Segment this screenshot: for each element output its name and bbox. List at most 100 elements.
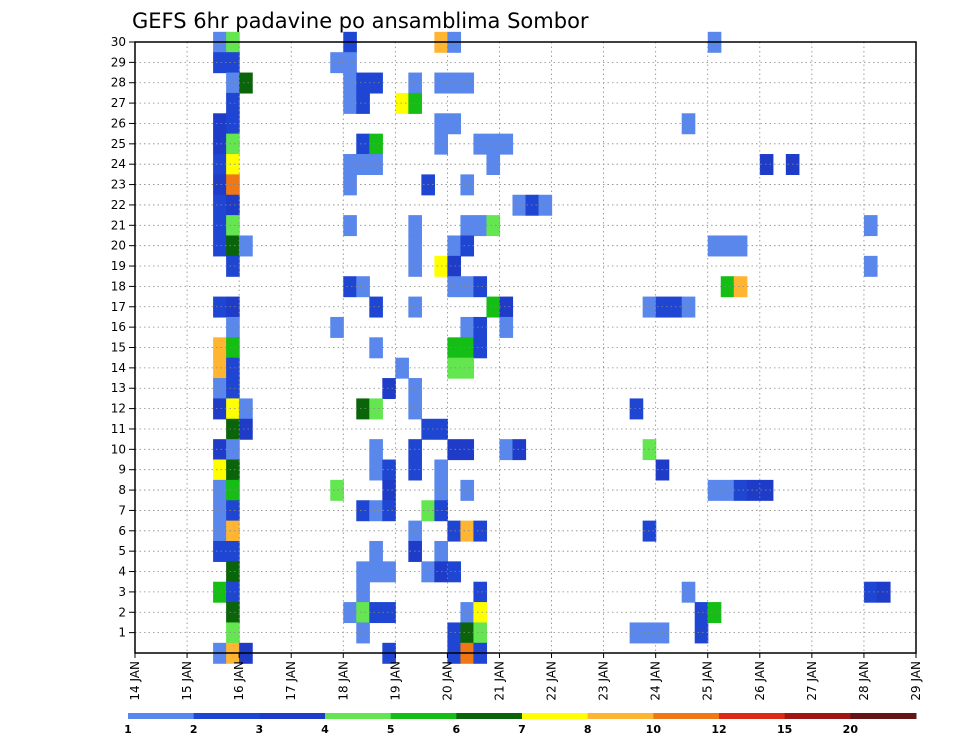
precip-cell bbox=[226, 113, 240, 135]
precip-cell bbox=[239, 418, 253, 440]
precip-cell bbox=[876, 581, 891, 603]
precip-cell bbox=[226, 540, 240, 562]
precip-cell bbox=[460, 174, 475, 196]
precip-cell bbox=[226, 439, 240, 461]
precip-cell bbox=[213, 113, 227, 135]
y-tick-label: 29 bbox=[111, 55, 126, 69]
precip-cell bbox=[213, 52, 227, 74]
y-tick-label: 25 bbox=[111, 137, 126, 151]
grid-layer bbox=[135, 42, 916, 653]
precip-cell bbox=[213, 520, 227, 542]
precip-cell bbox=[356, 500, 370, 522]
precip-cell bbox=[486, 133, 501, 155]
y-tick-label: 27 bbox=[111, 96, 126, 110]
precip-cell bbox=[369, 540, 383, 562]
y-tick-label: 2 bbox=[118, 605, 126, 619]
precip-cell bbox=[447, 561, 462, 583]
precip-cell bbox=[356, 154, 370, 175]
precip-cell bbox=[356, 622, 370, 644]
precip-cell bbox=[382, 378, 396, 400]
precip-cell bbox=[239, 72, 253, 94]
precip-cell bbox=[395, 357, 409, 379]
precip-cell bbox=[343, 92, 357, 114]
precip-cell bbox=[447, 520, 462, 542]
precip-cell bbox=[733, 276, 748, 298]
precip-cell bbox=[486, 154, 501, 175]
precip-cell bbox=[447, 235, 462, 257]
precip-cell bbox=[694, 602, 709, 624]
precip-cell bbox=[226, 561, 240, 583]
x-tick-label: 26 JAN bbox=[753, 661, 767, 701]
x-tick-label: 23 JAN bbox=[597, 661, 611, 701]
x-tick-label: 17 JAN bbox=[284, 661, 298, 701]
precip-cell bbox=[460, 479, 475, 501]
precip-cell bbox=[226, 255, 240, 277]
precip-cell bbox=[369, 602, 383, 624]
precip-cell bbox=[356, 581, 370, 603]
precip-cell bbox=[343, 276, 357, 298]
precip-cell bbox=[369, 154, 383, 175]
precip-cell bbox=[239, 235, 253, 257]
precip-cell bbox=[226, 500, 240, 522]
colorbar-segment bbox=[653, 713, 720, 719]
y-tick-label: 14 bbox=[111, 361, 126, 375]
colorbar-segment bbox=[850, 713, 917, 719]
precip-cell bbox=[213, 500, 227, 522]
precip-cell bbox=[226, 316, 240, 338]
precip-cell bbox=[239, 398, 253, 420]
precip-cell bbox=[460, 439, 475, 461]
x-tick-label: 28 JAN bbox=[857, 661, 871, 701]
chart-title: GEFS 6hr padavine po ansamblima Sombor bbox=[132, 9, 589, 33]
x-axis: 14 JAN 15 JAN 16 JAN 17 JAN 18 JAN 19 JAN 20 J… bbox=[128, 653, 923, 701]
precip-cell bbox=[213, 479, 227, 501]
precip-cell bbox=[226, 479, 240, 501]
precip-cell bbox=[226, 602, 240, 624]
precip-cell bbox=[226, 520, 240, 542]
precip-cell bbox=[720, 479, 735, 501]
colorbar-segment bbox=[784, 713, 851, 719]
precip-cell bbox=[213, 439, 227, 461]
precip-cell bbox=[447, 357, 462, 379]
y-tick-label: 24 bbox=[111, 157, 126, 171]
y-tick-label: 7 bbox=[118, 503, 126, 517]
precip-cell bbox=[460, 215, 475, 237]
x-tick-label: 18 JAN bbox=[336, 661, 350, 701]
precip-cell bbox=[226, 174, 240, 196]
precip-cell bbox=[447, 276, 462, 298]
y-tick-label: 5 bbox=[118, 544, 126, 558]
precip-cell bbox=[226, 92, 240, 114]
precip-cell bbox=[330, 479, 344, 501]
x-tick-label: 20 JAN bbox=[440, 661, 454, 701]
precip-cell bbox=[369, 398, 383, 420]
precip-cell bbox=[356, 276, 370, 298]
precip-cell bbox=[213, 357, 227, 379]
y-tick-label: 17 bbox=[111, 300, 126, 314]
y-tick-label: 9 bbox=[118, 463, 126, 477]
y-tick-label: 3 bbox=[118, 585, 126, 599]
x-tick-label: 14 JAN bbox=[128, 661, 142, 701]
precip-cell bbox=[226, 52, 240, 74]
precip-cell bbox=[473, 133, 488, 155]
colorbar-segment bbox=[128, 713, 195, 719]
precip-cell bbox=[213, 337, 227, 359]
precip-cell bbox=[213, 154, 227, 175]
precip-cell bbox=[213, 296, 227, 318]
precip-cell bbox=[473, 581, 488, 603]
precip-cell bbox=[369, 72, 383, 94]
x-tick-label: 25 JAN bbox=[701, 661, 715, 701]
precip-cell bbox=[720, 235, 735, 257]
precip-cell bbox=[343, 215, 357, 237]
precip-cell bbox=[486, 215, 501, 237]
precip-cell bbox=[707, 602, 722, 624]
precip-cell bbox=[460, 357, 475, 379]
precip-cell bbox=[356, 398, 370, 420]
x-tick-label: 22 JAN bbox=[545, 661, 559, 701]
precip-cell bbox=[226, 418, 240, 440]
colorbar-label: 12 bbox=[711, 723, 726, 736]
precip-cell bbox=[356, 133, 370, 155]
y-tick-label: 26 bbox=[111, 116, 126, 130]
y-axis: 1234567891011121314151617181920212223242… bbox=[111, 35, 135, 640]
precip-cell bbox=[356, 72, 370, 94]
cells-layer bbox=[213, 31, 891, 664]
